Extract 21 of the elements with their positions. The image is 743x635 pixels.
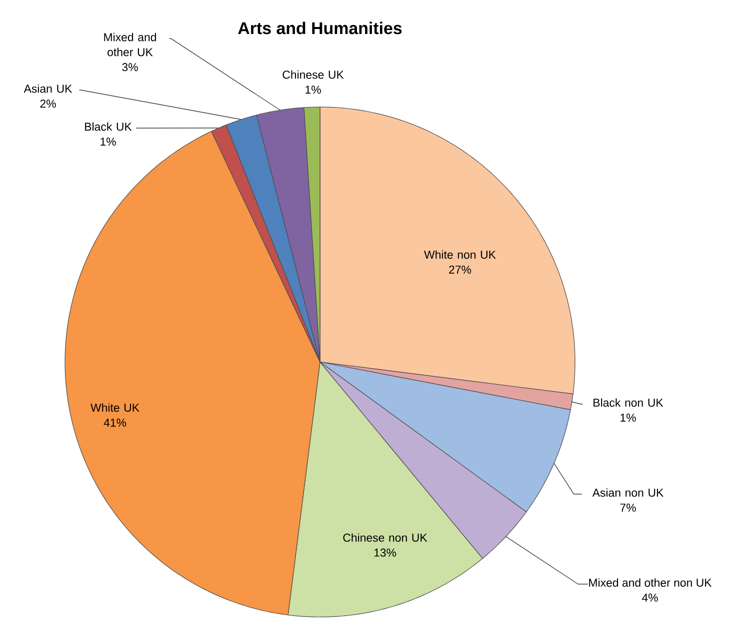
slice-label: Chinese UK	[282, 70, 344, 79]
data-label: 41%	[104, 418, 126, 427]
data-label: 4%	[642, 594, 658, 602]
data-label: 27%	[449, 266, 472, 274]
chart-title: Arts and Humanities	[238, 22, 402, 34]
data-label: 13%	[374, 548, 396, 557]
data-label: 3%	[122, 63, 138, 72]
slice-label: Mixed and other UK	[104, 32, 156, 56]
slice-label: Chinese non UK	[343, 533, 428, 542]
data-label: 1%	[306, 86, 321, 94]
data-label: 1%	[100, 138, 116, 146]
slice-label: Mixed and other non UK	[589, 578, 712, 587]
slice-label: Black UK	[85, 122, 132, 131]
slice-label: Asian non UK	[592, 488, 664, 497]
slice-label: White non UK	[424, 250, 496, 259]
data-label: 2%	[40, 100, 56, 108]
slice-label: White UK	[90, 403, 140, 412]
data-label: 7%	[620, 504, 636, 512]
slice-label: Asian UK	[24, 84, 72, 93]
data-label: 1%	[620, 414, 636, 422]
slice-label: Black non UK	[594, 398, 664, 407]
